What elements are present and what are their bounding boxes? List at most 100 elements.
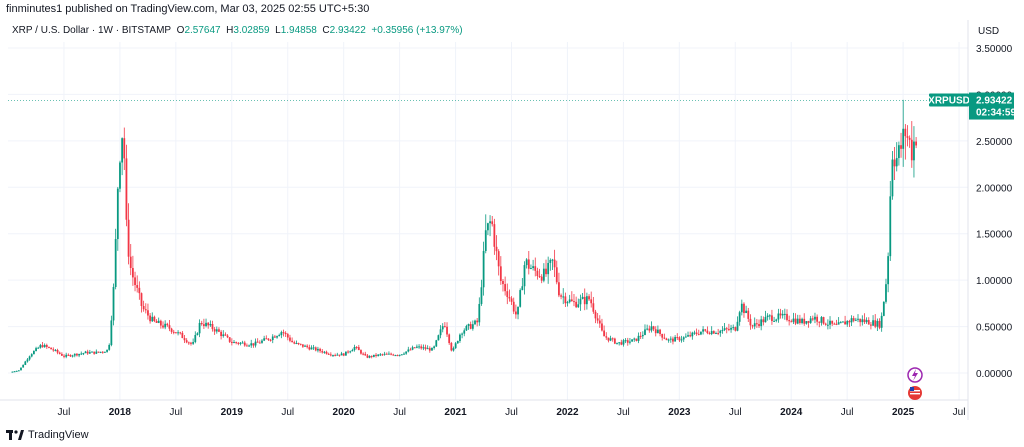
candle-body <box>648 328 651 331</box>
candle-body <box>618 342 621 344</box>
candle-body <box>814 316 816 320</box>
candle-body <box>86 351 89 354</box>
open-label: O <box>176 25 185 36</box>
candle-body <box>790 321 793 323</box>
symbol-tag-text: XRPUSD <box>928 96 970 107</box>
candle-body <box>422 347 425 349</box>
candle-body <box>420 346 423 349</box>
y-tick-label: 3.50000 <box>976 44 1013 55</box>
candle-body <box>116 188 119 240</box>
candle-body <box>54 349 57 351</box>
candle-body <box>719 330 722 334</box>
candle-body <box>304 345 306 347</box>
candle-body <box>631 339 633 342</box>
open-value: 2.57647 <box>184 25 221 36</box>
candle-body <box>379 354 382 356</box>
candle-body <box>149 315 151 322</box>
candle-body <box>708 333 711 335</box>
lightning-bolt-icon <box>912 369 918 381</box>
x-tick-label: 2020 <box>333 407 356 418</box>
candle-body <box>151 316 154 322</box>
candle-body <box>220 331 223 337</box>
currency-label[interactable]: USD <box>978 26 1000 37</box>
candle-body <box>536 270 539 277</box>
candle-body <box>573 301 575 303</box>
x-axis: Jul 2018 Jul 2019 Jul 2020 Jul 2021 Jul 2022 Jul 20… <box>58 407 966 418</box>
candle-body <box>697 333 700 335</box>
candle-body <box>695 332 698 334</box>
candle-body <box>835 323 838 325</box>
candle-body <box>407 349 410 352</box>
candle-body <box>299 343 302 345</box>
candle-body <box>678 337 681 341</box>
candle-body <box>700 331 702 335</box>
candle-body <box>446 326 448 335</box>
candle-body <box>394 355 397 357</box>
close-value: 2.93422 <box>329 25 366 36</box>
candle-body <box>491 221 494 225</box>
candle-body <box>443 326 446 328</box>
x-tick-label: 2021 <box>444 407 467 418</box>
high-value: 3.02859 <box>233 25 270 36</box>
candle-body <box>826 324 829 326</box>
candle-body <box>605 336 608 338</box>
y-tick-label: 1.50000 <box>976 230 1013 241</box>
candle-body <box>510 298 513 302</box>
candle-body <box>366 355 369 358</box>
candle-body <box>850 318 853 323</box>
candle-body <box>396 355 399 357</box>
price-tag-countdown: 02:34:59 <box>976 108 1016 119</box>
x-tick-label: Jul <box>58 407 71 418</box>
candle-body <box>218 329 220 332</box>
candle-body <box>682 337 685 340</box>
candle-body <box>121 138 124 163</box>
candle-body <box>323 351 326 353</box>
candle-body <box>459 334 461 342</box>
candle-body <box>740 303 743 313</box>
candle-body <box>906 136 909 138</box>
candle-body <box>594 311 597 319</box>
y-tick-label: 2.00000 <box>976 183 1013 194</box>
candle-body <box>385 353 388 355</box>
candle-body <box>764 317 767 323</box>
candle-body <box>82 353 85 355</box>
candle-body <box>63 355 65 357</box>
candle-body <box>876 320 879 327</box>
candle-body <box>656 329 659 334</box>
y-tick-label: 1.00000 <box>976 276 1013 287</box>
candle-body <box>902 128 905 149</box>
candle-body <box>773 320 775 322</box>
candle-body <box>364 353 367 356</box>
x-tick-label: Jul <box>281 407 294 418</box>
tradingview-logo[interactable]: TradingView <box>6 429 89 441</box>
candle-body <box>831 320 834 324</box>
candle-body <box>13 371 16 373</box>
candle-body <box>106 349 108 352</box>
candle-body <box>725 328 728 330</box>
candle-body <box>715 333 717 335</box>
candle-body <box>913 141 915 161</box>
candle-body <box>28 356 31 360</box>
candle-body <box>633 338 636 340</box>
candle-body <box>73 353 76 356</box>
candle-body <box>237 342 240 344</box>
candle-body <box>293 342 296 344</box>
candle-body <box>224 334 227 336</box>
candle-body <box>758 324 760 327</box>
candle-body <box>910 139 913 161</box>
candle-body <box>258 342 261 344</box>
candle-body <box>493 224 496 247</box>
candle-body <box>822 317 825 324</box>
candle-body <box>93 351 96 354</box>
candle-body <box>476 320 479 323</box>
candle-body <box>478 303 481 323</box>
candle-body <box>39 345 42 348</box>
candle-body <box>310 347 313 350</box>
candle-body <box>235 342 238 344</box>
candle-body <box>441 326 444 330</box>
candle-body <box>626 340 629 343</box>
candle-body <box>637 335 640 341</box>
candle-body <box>803 318 806 324</box>
candle-body <box>712 331 715 334</box>
